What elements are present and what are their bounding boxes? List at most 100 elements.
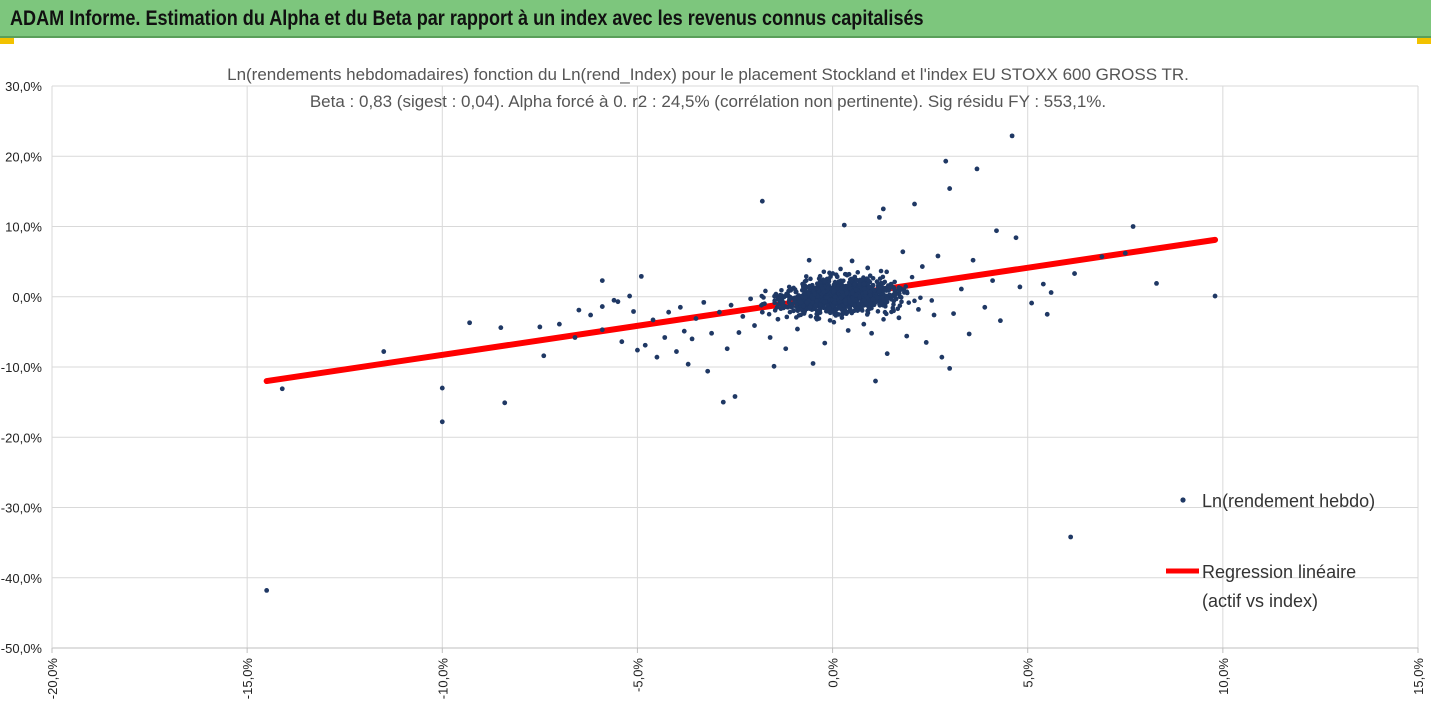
scatter-point [766, 311, 772, 317]
scatter-point [381, 349, 387, 354]
scatter-point [843, 297, 848, 303]
scatter-point [777, 292, 783, 298]
corner-marker-left [0, 38, 14, 44]
scatter-point [850, 290, 855, 296]
scatter-point [804, 300, 810, 305]
scatter-point [264, 587, 270, 593]
regression-series [263, 236, 1219, 385]
scatter-point [861, 297, 867, 303]
scatter-point [856, 301, 861, 307]
scatter-point [772, 308, 778, 313]
scatter-point [845, 309, 851, 315]
scatter-point [904, 333, 910, 339]
scatter-point [853, 287, 858, 293]
scatter-point [844, 290, 849, 296]
scatter-point [891, 302, 896, 307]
legend: Ln(rendement hebdo) Regression linéaire … [1166, 491, 1375, 611]
scatter-point [912, 201, 917, 207]
scatter-point [909, 274, 915, 280]
scatter-point [822, 278, 828, 284]
scatter-point [831, 286, 836, 292]
scatter-point [970, 257, 976, 263]
scatter-point [939, 354, 945, 360]
scatter-point [821, 269, 827, 275]
scatter-point [877, 276, 883, 281]
scatter-point [772, 300, 777, 306]
scatter-point [919, 264, 925, 269]
scatter-point [846, 271, 852, 277]
scatter-point [833, 308, 838, 313]
legend-point-marker [1180, 497, 1186, 503]
scatter-point [748, 296, 754, 302]
scatter-point [838, 266, 843, 272]
scatter-point [864, 312, 870, 317]
scatter-point [852, 282, 857, 287]
scatter-point [701, 299, 707, 305]
scatter-point [709, 330, 714, 336]
scatter-point [891, 285, 897, 291]
x-tick-label: -15,0% [240, 658, 255, 700]
scatter-point [439, 385, 445, 391]
scatter-point [808, 313, 813, 319]
scatter-point [966, 331, 972, 337]
scatter-point [1072, 271, 1077, 276]
scatter-point [800, 281, 805, 287]
scatter-point [857, 294, 862, 300]
legend-label-regression: Regression linéaire [1202, 562, 1356, 582]
scatter-point [878, 268, 884, 274]
scatter-point [631, 309, 636, 314]
scatter-point [898, 295, 904, 300]
scatter-point [890, 305, 896, 311]
scatter-point [895, 306, 901, 312]
scatter-point [849, 258, 855, 264]
scatter-point [820, 286, 825, 291]
scatter-point [793, 289, 799, 295]
scatter-point [847, 298, 852, 304]
scatter-point [801, 303, 806, 309]
scatter-point [761, 295, 766, 300]
scatter-point [1212, 293, 1218, 299]
scatter-point [818, 302, 823, 308]
scatter-point [853, 292, 859, 298]
scatter-point [1099, 254, 1105, 260]
scatter-point [807, 304, 813, 310]
scatter-point [775, 316, 781, 322]
scatter-point [834, 274, 840, 279]
scatter-point [866, 278, 871, 283]
scatter-point [803, 274, 809, 279]
scatter-point [1029, 300, 1035, 306]
scatter-point [814, 308, 820, 314]
scatter-point [576, 307, 582, 313]
scatter-point [827, 270, 832, 276]
y-tick-label: 0,0% [12, 290, 42, 305]
scatter-point [826, 276, 832, 282]
scatter-point [615, 299, 621, 305]
scatter-point [791, 308, 796, 314]
x-tick-label: -5,0% [630, 658, 645, 692]
scatter-point [537, 324, 543, 330]
scatter-point [822, 340, 828, 346]
corner-marker-right [1417, 38, 1431, 44]
scatter-point [832, 294, 838, 299]
scatter-point [502, 400, 508, 406]
scatter-point [851, 303, 857, 308]
scatter-point [806, 285, 812, 290]
scatter-point [572, 335, 578, 340]
scatter-point [868, 292, 873, 298]
scatter-point [899, 299, 904, 305]
scatter-point [763, 288, 768, 294]
scatter-point [827, 318, 833, 323]
scatter-point [767, 335, 773, 340]
scatter-point [876, 289, 882, 295]
scatter-point [787, 309, 793, 315]
scatter-point [958, 286, 964, 292]
x-axis-ticks: -20,0% -15,0% -10,0% -5,0% 0,0% 5,0% 10,0% 15,0… [45, 658, 1426, 700]
scatter-point [841, 222, 847, 228]
scatter-point [951, 311, 956, 317]
scatter-point [1017, 284, 1023, 290]
scatter-point [810, 361, 816, 366]
scatter-point [1009, 133, 1015, 139]
scatter-point [873, 378, 878, 384]
scatter-point [854, 277, 859, 283]
scatter-point [896, 315, 902, 321]
